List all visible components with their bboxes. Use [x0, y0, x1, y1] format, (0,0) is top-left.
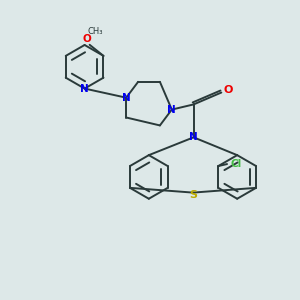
Text: N: N [189, 132, 198, 142]
Text: O: O [82, 34, 91, 44]
Text: N: N [80, 84, 89, 94]
Text: O: O [224, 85, 233, 95]
Text: S: S [189, 190, 197, 200]
Text: CH₃: CH₃ [88, 27, 103, 36]
Text: N: N [122, 93, 130, 103]
Text: Cl: Cl [230, 159, 242, 169]
Text: N: N [167, 105, 176, 115]
